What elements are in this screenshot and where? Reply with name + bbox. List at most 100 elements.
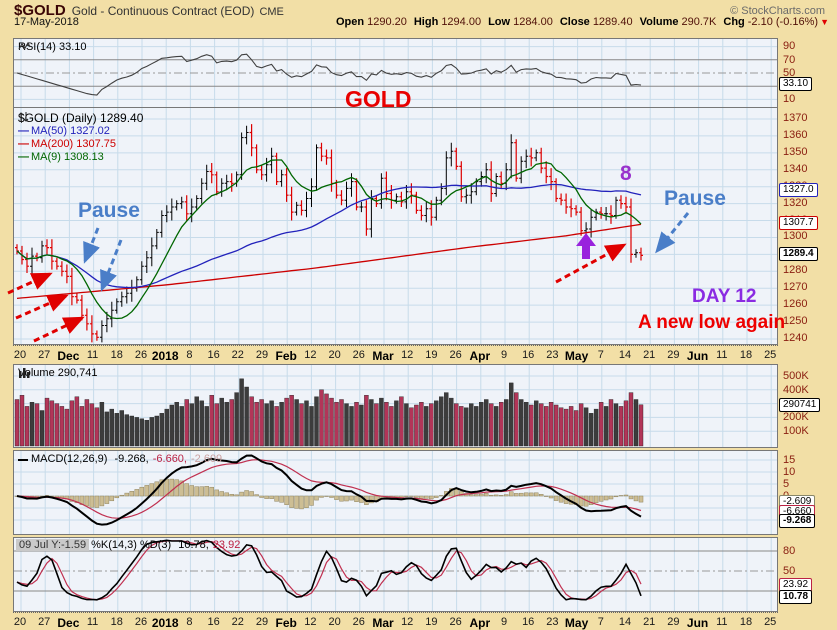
ma-legend: — MA(50) 1327.02— MA(200) 1307.75— MA(9) 13… <box>18 125 143 164</box>
x-tick-label: 26 <box>449 616 462 628</box>
quote-value: -2.10 (-0.16%) <box>747 16 819 28</box>
y-axis-label: 50 <box>783 67 796 79</box>
x-tick-label: Apr <box>469 349 491 363</box>
change-down-icon: ▼ <box>820 17 829 27</box>
axis-value-tag: 1307.7 <box>779 216 818 230</box>
stochastics-plot <box>14 538 777 611</box>
x-tick-label: 20 <box>328 349 341 361</box>
x-tick-label: 27 <box>38 349 51 361</box>
x-tick-label: 25 <box>764 616 777 628</box>
x-tick-label: 16 <box>522 349 535 361</box>
macd-panel: MACD(12,26,9) -9.268, -6.660, -2.609 <box>13 450 778 535</box>
indicator-value: 10.78, <box>178 539 209 551</box>
crosshair-tooltip: 09 Jul Y:-1.59 <box>16 539 90 551</box>
x-tick-label: 14 <box>618 616 632 628</box>
volume-label: Volume 290,741 <box>18 367 98 379</box>
x-tick-label: 18 <box>739 349 753 361</box>
y-axis-label: 1260 <box>783 298 808 311</box>
macd-values: -9.268, -6.660, -2.609 <box>110 453 222 465</box>
x-tick-label: 26 <box>352 616 365 628</box>
indicator-value: -2.609 <box>190 453 223 465</box>
line-swatch-icon: — <box>18 151 29 163</box>
indicator-value: 23.92 <box>212 539 241 551</box>
x-tick-label: 7 <box>597 349 604 361</box>
y-axis-label: 5 <box>783 478 790 490</box>
x-tick-label: Dec <box>57 349 80 363</box>
x-tick-label: 16 <box>522 616 535 628</box>
rsi-panel: RSI(14) 33.10 <box>13 38 778 108</box>
quote-value: 1284.00 <box>513 16 553 28</box>
annotation-pause-left: Pause <box>78 199 140 222</box>
quote-value: 1290.20 <box>367 16 407 28</box>
x-tick-label: Mar <box>372 616 394 630</box>
x-tick-label: 20 <box>13 349 27 361</box>
y-axis-label: 80 <box>783 545 796 557</box>
y-axis-label: 1320 <box>783 196 808 209</box>
volume-bars-icon <box>19 368 30 378</box>
x-tick-label: 20 <box>13 616 27 628</box>
axis-value-tag: 1327.0 <box>779 183 818 197</box>
axis-value-tag: -9.268 <box>779 514 816 528</box>
y-axis-label: 10 <box>783 93 796 105</box>
x-tick-label: 26 <box>352 349 365 361</box>
y-axis-label: 1270 <box>783 281 808 294</box>
x-tick-label: 29 <box>255 616 269 628</box>
y-axis-label: 400K <box>783 384 809 396</box>
x-tick-label: 16 <box>207 349 220 361</box>
x-tick-label: 16 <box>207 616 220 628</box>
quote-value: 290.7K <box>681 16 717 28</box>
title-row: $GOLD Gold - Continuous Contract (EOD) CME… <box>14 2 829 20</box>
x-tick-label: May <box>564 616 589 630</box>
quote-value: 1289.40 <box>592 16 633 28</box>
y-axis-label: 1300 <box>783 230 808 243</box>
x-tick-label: Dec <box>57 616 80 630</box>
line-swatch-icon: — <box>18 138 29 150</box>
annotation-a-new-low: A new low again <box>638 312 786 333</box>
x-tick-label: 25 <box>764 349 777 361</box>
bottom-xaxis: 20 27 Dec 11 18 26 2018 8 16 22 29 Feb 12 20 26 Mar 12 19… <box>13 612 778 630</box>
y-axis-label: 1370 <box>783 112 808 124</box>
macd-label: MACD(12,26,9) <box>31 453 108 465</box>
y-axis-label: 1340 <box>783 162 808 175</box>
rsi-plot <box>14 39 777 107</box>
x-tick-label: 11 <box>716 616 728 628</box>
x-tick-label: Mar <box>372 349 394 363</box>
x-tick-label: 11 <box>86 349 99 361</box>
x-tick-label: Apr <box>469 616 491 630</box>
annotation-pause-right: Pause <box>664 187 726 210</box>
stoch-legend: 09 Jul Y:-1.59 %K(14,3) %D(3) 10.78, 23.92 <box>16 539 240 551</box>
x-tick-label: May <box>564 349 589 363</box>
stoch-values: 10.78, 23.92 <box>174 539 240 551</box>
x-tick-label: 8 <box>186 349 193 361</box>
y-axis-label: 100K <box>783 425 809 437</box>
indicator-squiggle-icon <box>18 41 31 50</box>
x-tick-label: 18 <box>110 349 123 361</box>
stochastics-panel: 09 Jul Y:-1.59 %K(14,3) %D(3) 10.78, 23.92 <box>13 537 778 612</box>
price-title: $GOLD (Daily) 1289.40 <box>18 111 144 125</box>
price-xaxis: 20 27 Dec 11 18 26 2018 8 16 22 29 Feb 12 20 26 Mar 12 19… <box>13 345 778 364</box>
x-tick-label: 12 <box>401 616 414 628</box>
macd-legend: MACD(12,26,9) -9.268, -6.660, -2.609 <box>18 453 222 465</box>
y-axis-label: 1240 <box>783 331 808 344</box>
annotation-count-8: 8 <box>620 162 632 185</box>
annotation-gold-title: GOLD <box>345 86 412 112</box>
x-tick-label: 29 <box>667 349 680 361</box>
x-tick-label: 14 <box>618 349 632 361</box>
x-tick-label: Feb <box>275 616 297 630</box>
y-axis-label: 1350 <box>783 145 808 158</box>
y-axis-label: 10 <box>783 466 796 478</box>
x-tick-label: 21 <box>643 616 656 628</box>
x-tick-label: 23 <box>546 349 559 361</box>
x-tick-label: 2018 <box>151 349 179 363</box>
price-title-row: $GOLD (Daily) 1289.40 <box>18 111 143 125</box>
macd-plot <box>14 451 777 534</box>
line-swatch-icon: — <box>18 125 29 137</box>
ma-legend-row: — MA(50) 1327.02 <box>18 125 110 137</box>
x-tick-label: 9 <box>500 616 508 628</box>
x-tick-label: 8 <box>186 616 193 628</box>
x-tick-label: 22 <box>231 349 244 361</box>
axis-value-tag: 10.78 <box>779 590 813 604</box>
x-tick-label: 21 <box>643 349 656 361</box>
quote-label: Close <box>559 16 590 28</box>
